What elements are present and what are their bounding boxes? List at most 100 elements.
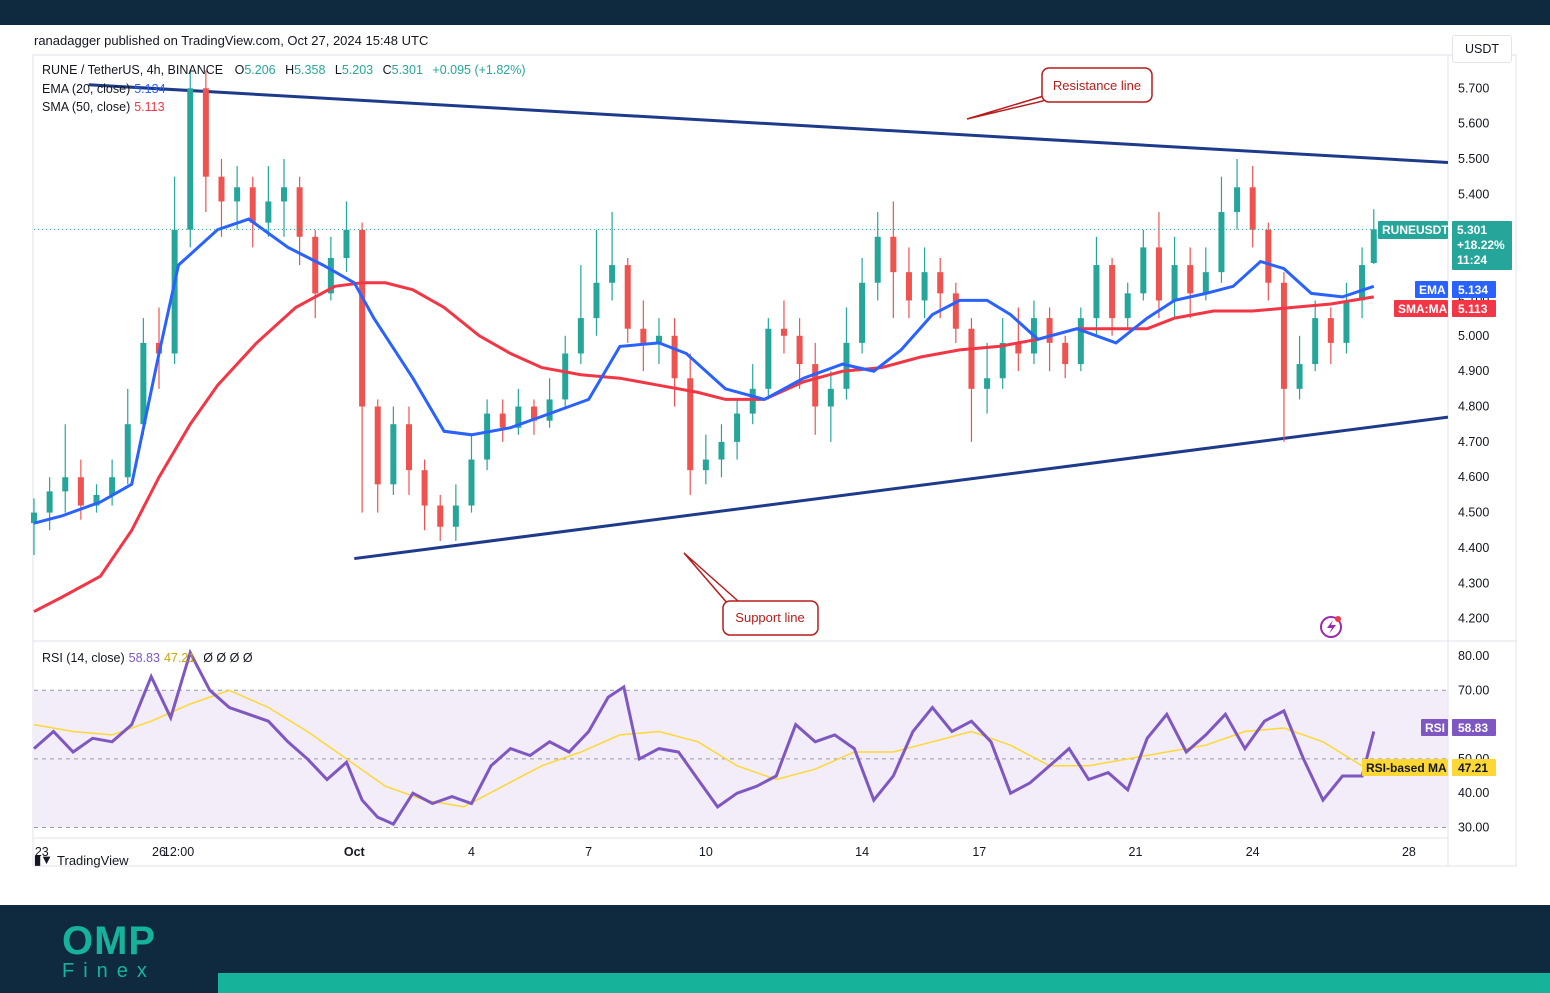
- time-tick-2: 12:00: [163, 845, 194, 859]
- time-tick-6: 10: [699, 845, 713, 859]
- price-tick-2: 5.500: [1458, 152, 1489, 166]
- ema-value-tag-bg: [1452, 281, 1496, 298]
- time-tick-11: 28: [1402, 845, 1416, 859]
- support-trendline: [354, 415, 1449, 561]
- sma-value-tag-bg: [1452, 300, 1496, 317]
- price-tick-9: 4.800: [1458, 400, 1489, 414]
- candle-body-19: [327, 258, 334, 294]
- candle-body-11: [202, 88, 209, 177]
- close-value: 5.301: [391, 63, 423, 77]
- price-tick-3: 5.400: [1458, 187, 1489, 201]
- resistance-callout-pointer: [966, 93, 1049, 120]
- candle-body-75: [1202, 272, 1209, 294]
- candle-body-32: [530, 406, 537, 421]
- candle-body-80: [1280, 282, 1287, 389]
- rsi-ma-tag-bg: [1362, 759, 1448, 776]
- rsi-legend-value: 58.83: [128, 651, 160, 665]
- sma-legend-label: SMA (50, close): [42, 100, 131, 114]
- price-tick-14: 4.300: [1458, 576, 1489, 590]
- high-value: 5.358: [294, 63, 326, 77]
- rsi-legend[interactable]: RSI (14, close) 58.83 47.21 Ø Ø Ø Ø: [42, 651, 253, 665]
- candle-body-46: [749, 388, 756, 414]
- candle-body-23: [390, 424, 397, 485]
- rsi-tick-1: 70.00: [1458, 683, 1489, 697]
- price-tag-text-0: 5.301: [1457, 223, 1487, 237]
- candle-body-30: [499, 413, 506, 428]
- rsi-ma-legend-value: 47.21: [163, 651, 196, 665]
- candle-body-67: [1077, 318, 1084, 365]
- candle-body-40: [655, 335, 662, 343]
- candle-body-59: [952, 293, 959, 329]
- candle-body-33: [546, 399, 553, 421]
- time-tick-10: 24: [1246, 845, 1260, 859]
- candle-body-84: [1343, 300, 1350, 343]
- candle-body-69: [1109, 265, 1116, 319]
- time-tick-5: 7: [585, 845, 592, 859]
- open-label: O: [234, 63, 245, 77]
- candle-body-17: [296, 187, 303, 237]
- candle-body-31: [515, 406, 522, 428]
- price-tag-text-2: 11:24: [1457, 253, 1487, 267]
- ema-value-tag-text-0: 5.134: [1458, 283, 1488, 297]
- candle-body-0: [31, 512, 37, 524]
- ema-20-line: [33, 217, 1375, 525]
- candle-body-47: [765, 328, 772, 389]
- ema-tag-bg: [1415, 281, 1448, 298]
- candle-body-51: [827, 388, 834, 407]
- ema-legend-label: EMA (20, close): [42, 82, 131, 96]
- candle-body-15: [265, 201, 272, 223]
- time-tick-9: 21: [1129, 845, 1143, 859]
- support-callout-box: [722, 600, 819, 636]
- candle-body-24: [405, 424, 412, 471]
- lightning-icon-bolt: [1327, 620, 1336, 634]
- candle-body-65: [1046, 318, 1053, 343]
- ema-legend[interactable]: EMA (20, close) 5.134: [42, 82, 166, 96]
- rsi-ma-value-tag-text-0: 47.21: [1458, 761, 1488, 775]
- price-tick-1: 5.600: [1458, 117, 1489, 131]
- sma-legend[interactable]: SMA (50, close) 5.113: [42, 100, 165, 114]
- open-value: 5.206: [244, 63, 276, 77]
- candle-body-58: [937, 272, 944, 294]
- candle-body-26: [437, 505, 444, 527]
- finex-logo: Finex: [62, 960, 156, 982]
- candle-body-68: [1093, 265, 1100, 319]
- candle-body-63: [1015, 342, 1022, 354]
- candle-body-2: [62, 477, 69, 492]
- candle-body-76: [1218, 212, 1225, 273]
- candle-body-22: [374, 406, 381, 485]
- candle-body-44: [718, 441, 725, 460]
- candle-body-16: [280, 187, 287, 202]
- rsi-legend-label: RSI (14, close): [42, 651, 125, 665]
- candle-body-79: [1265, 229, 1272, 283]
- candle-body-18: [312, 236, 319, 294]
- candle-body-9: [171, 229, 178, 354]
- candle-body-13: [234, 187, 241, 202]
- currency-unit-button[interactable]: USDT: [1452, 35, 1512, 63]
- ema-tag-text-0: EMA: [1419, 283, 1446, 297]
- price-tick-8: 4.900: [1458, 364, 1489, 378]
- candle-body-83: [1327, 318, 1334, 343]
- rsi-legend-extra: Ø Ø Ø Ø: [203, 651, 253, 665]
- time-tick-3: Oct: [344, 845, 366, 859]
- candle-body-38: [624, 265, 631, 329]
- candle-body-45: [734, 413, 741, 442]
- candle-body-78: [1249, 187, 1256, 230]
- candle-body-53: [859, 282, 866, 343]
- candle-body-20: [343, 229, 350, 259]
- close-label: C: [382, 63, 392, 77]
- candle-body-41: [671, 335, 678, 379]
- lightning-icon: [1320, 616, 1342, 638]
- resistance-callout-label: Resistance line: [1053, 78, 1141, 93]
- candle-body-62: [999, 342, 1006, 379]
- candle-body-48: [780, 328, 787, 336]
- price-tick-7: 5.000: [1458, 329, 1489, 343]
- rsi-ma-line: [33, 689, 1375, 808]
- rsi-tag-bg: [1421, 719, 1448, 736]
- candle-body-70: [1124, 293, 1131, 319]
- tradingview-logo[interactable]: ▮▼ TradingView: [34, 852, 129, 868]
- rsi-ma-value-tag-bg: [1452, 759, 1496, 776]
- candle-body-55: [890, 236, 897, 273]
- time-tick-4: 4: [468, 845, 475, 859]
- candle-body-36: [593, 282, 600, 319]
